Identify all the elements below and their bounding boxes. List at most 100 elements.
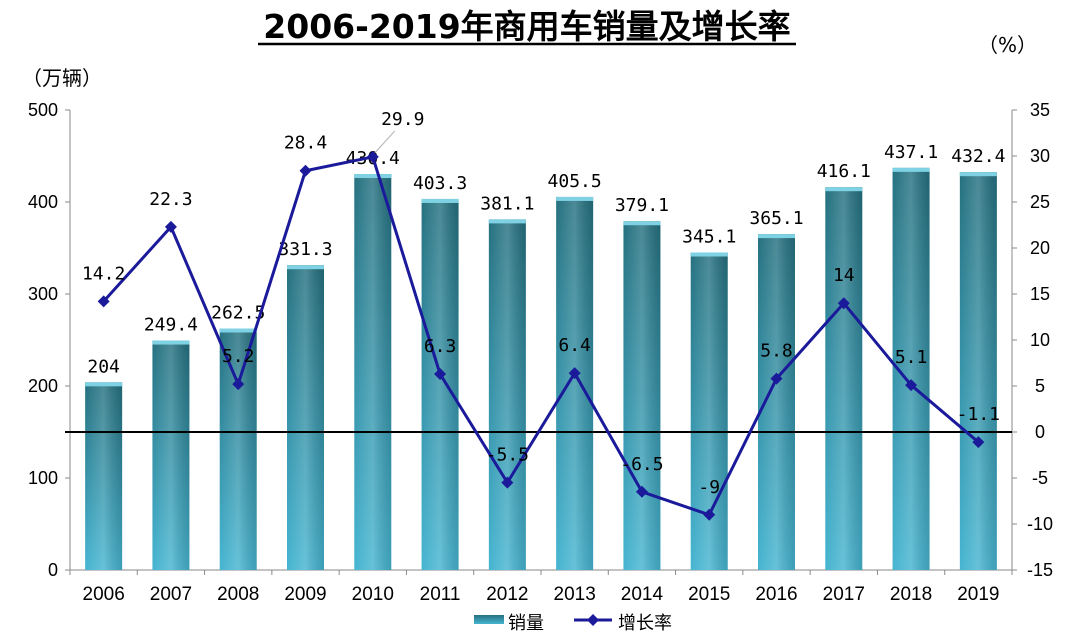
growth-marker <box>905 379 918 392</box>
bar-top <box>892 167 930 172</box>
growth-value-label: 6.4 <box>558 335 591 356</box>
growth-value-label: 6.3 <box>424 336 457 357</box>
line-series <box>97 150 985 521</box>
x-tick-label: 2018 <box>890 584 932 605</box>
growth-marker <box>434 368 447 381</box>
bar-value-label: 262.5 <box>211 303 265 324</box>
x-axis-ticks: 2006 2007 2008 2009 2010 2011 2012 2013 2014 2015… <box>69 570 1013 605</box>
growth-value-label: -6.5 <box>620 454 663 475</box>
left-tick-label: 500 <box>28 100 58 120</box>
bar-top <box>85 382 123 387</box>
legend-line-label: 增长率 <box>618 613 672 634</box>
x-tick-label: 2009 <box>284 584 326 605</box>
growth-value-label: 28.4 <box>284 133 327 154</box>
x-tick-label: 2013 <box>554 584 596 605</box>
bar-top <box>556 196 594 201</box>
bar-value-label: 405.5 <box>548 171 602 192</box>
growth-marker <box>770 372 783 385</box>
legend-bar-label: 销量 <box>508 613 544 634</box>
bar-value-label: 432.4 <box>951 146 1005 167</box>
bar-top <box>219 328 257 333</box>
x-tick-label: 2019 <box>957 584 999 605</box>
right-tick-label: -10 <box>1027 514 1053 534</box>
growth-marker <box>568 367 581 380</box>
x-tick-label: 2014 <box>621 584 664 605</box>
bar-shade <box>421 198 459 571</box>
x-tick-label: 2015 <box>688 584 730 605</box>
legend: 销量 增长率 <box>474 613 672 634</box>
bar-shade <box>85 382 123 570</box>
bar-shade <box>623 221 661 570</box>
growth-marker <box>97 295 110 308</box>
bar-top <box>488 219 526 224</box>
bar-shade <box>556 196 594 570</box>
right-tick-label: -15 <box>1027 560 1053 580</box>
bar-data-labels: 204249.4262.5331.3430.4403.3381.1405.537… <box>87 142 1005 377</box>
bar-value-label: 249.4 <box>144 315 198 336</box>
bar-value-label: 403.3 <box>413 173 467 194</box>
growth-marker <box>501 476 514 489</box>
growth-value-label: -5.5 <box>486 445 529 466</box>
x-tick-label: 2012 <box>486 584 528 605</box>
growth-value-label: -9 <box>698 477 720 498</box>
growth-marker <box>635 485 648 498</box>
right-tick-label: 30 <box>1030 146 1050 166</box>
bar-value-label: 365.1 <box>749 208 803 229</box>
legend-bar-swatch <box>474 615 504 624</box>
growth-value-label: 5.8 <box>760 341 793 362</box>
right-tick-label: 20 <box>1030 238 1050 258</box>
bar-shade <box>287 265 324 570</box>
bar-value-label: 437.1 <box>884 142 938 163</box>
bar-shade <box>959 172 997 570</box>
bar-shade <box>354 174 392 571</box>
bar-shade <box>152 340 190 570</box>
right-tick-label: 35 <box>1030 100 1050 120</box>
bar-value-label: 379.1 <box>615 195 669 216</box>
left-tick-label: 300 <box>28 284 58 304</box>
bar-value-label: 416.1 <box>817 161 871 182</box>
growth-marker <box>164 220 177 233</box>
right-tick-label: 10 <box>1030 330 1050 350</box>
bar-shade <box>488 219 526 570</box>
growth-marker <box>299 164 312 177</box>
bar-top <box>421 198 459 203</box>
bar-top <box>690 252 728 257</box>
left-axis-ticks: 0 100 200 300 400 500 <box>28 100 70 580</box>
label-leader-line <box>374 130 396 154</box>
growth-value-label: 29.9 <box>381 109 424 130</box>
x-tick-label: 2010 <box>352 584 394 605</box>
x-tick-label: 2017 <box>823 584 865 605</box>
right-tick-label: 5 <box>1035 376 1045 396</box>
bar-value-label: 345.1 <box>682 227 736 248</box>
growth-marker <box>837 297 850 310</box>
right-tick-label: 15 <box>1030 284 1050 304</box>
bar-shade <box>825 187 863 571</box>
growth-value-label: -1.1 <box>957 404 1000 425</box>
bar-value-label: 331.3 <box>278 239 332 260</box>
growth-line <box>102 155 980 517</box>
line-data-labels: 14.2 22.3 5.2 28.4 29.9 6.3 -5.5 6.4 -6.5 -9 5.8 14… <box>82 109 1000 498</box>
bar-top <box>152 340 190 345</box>
right-tick-label: 0 <box>1035 422 1045 442</box>
right-axis-ticks: -15 -10 -5 0 5 10 15 20 25 30 35 <box>1012 100 1053 580</box>
bar-top <box>959 172 997 177</box>
x-tick-label: 2006 <box>83 584 125 605</box>
bar-value-label: 204 <box>87 356 120 377</box>
growth-marker <box>972 436 985 449</box>
bar-value-label: 381.1 <box>480 193 534 214</box>
chart-title: 2006-2019年商用车销量及增长率 <box>263 7 790 46</box>
growth-value-label: 22.3 <box>149 189 192 210</box>
bar-top <box>287 265 324 270</box>
right-tick-label: -5 <box>1032 468 1048 488</box>
bar-shade <box>690 252 728 570</box>
growth-value-label: 5.2 <box>222 346 255 367</box>
bar-top <box>623 221 661 226</box>
right-axis-unit: （%） <box>978 33 1037 57</box>
left-tick-label: 100 <box>28 468 58 488</box>
growth-value-label: 14 <box>833 265 855 286</box>
left-tick-label: 0 <box>48 560 58 580</box>
right-tick-label: 25 <box>1030 192 1050 212</box>
bar-top <box>825 187 863 192</box>
bar-series <box>85 167 997 571</box>
